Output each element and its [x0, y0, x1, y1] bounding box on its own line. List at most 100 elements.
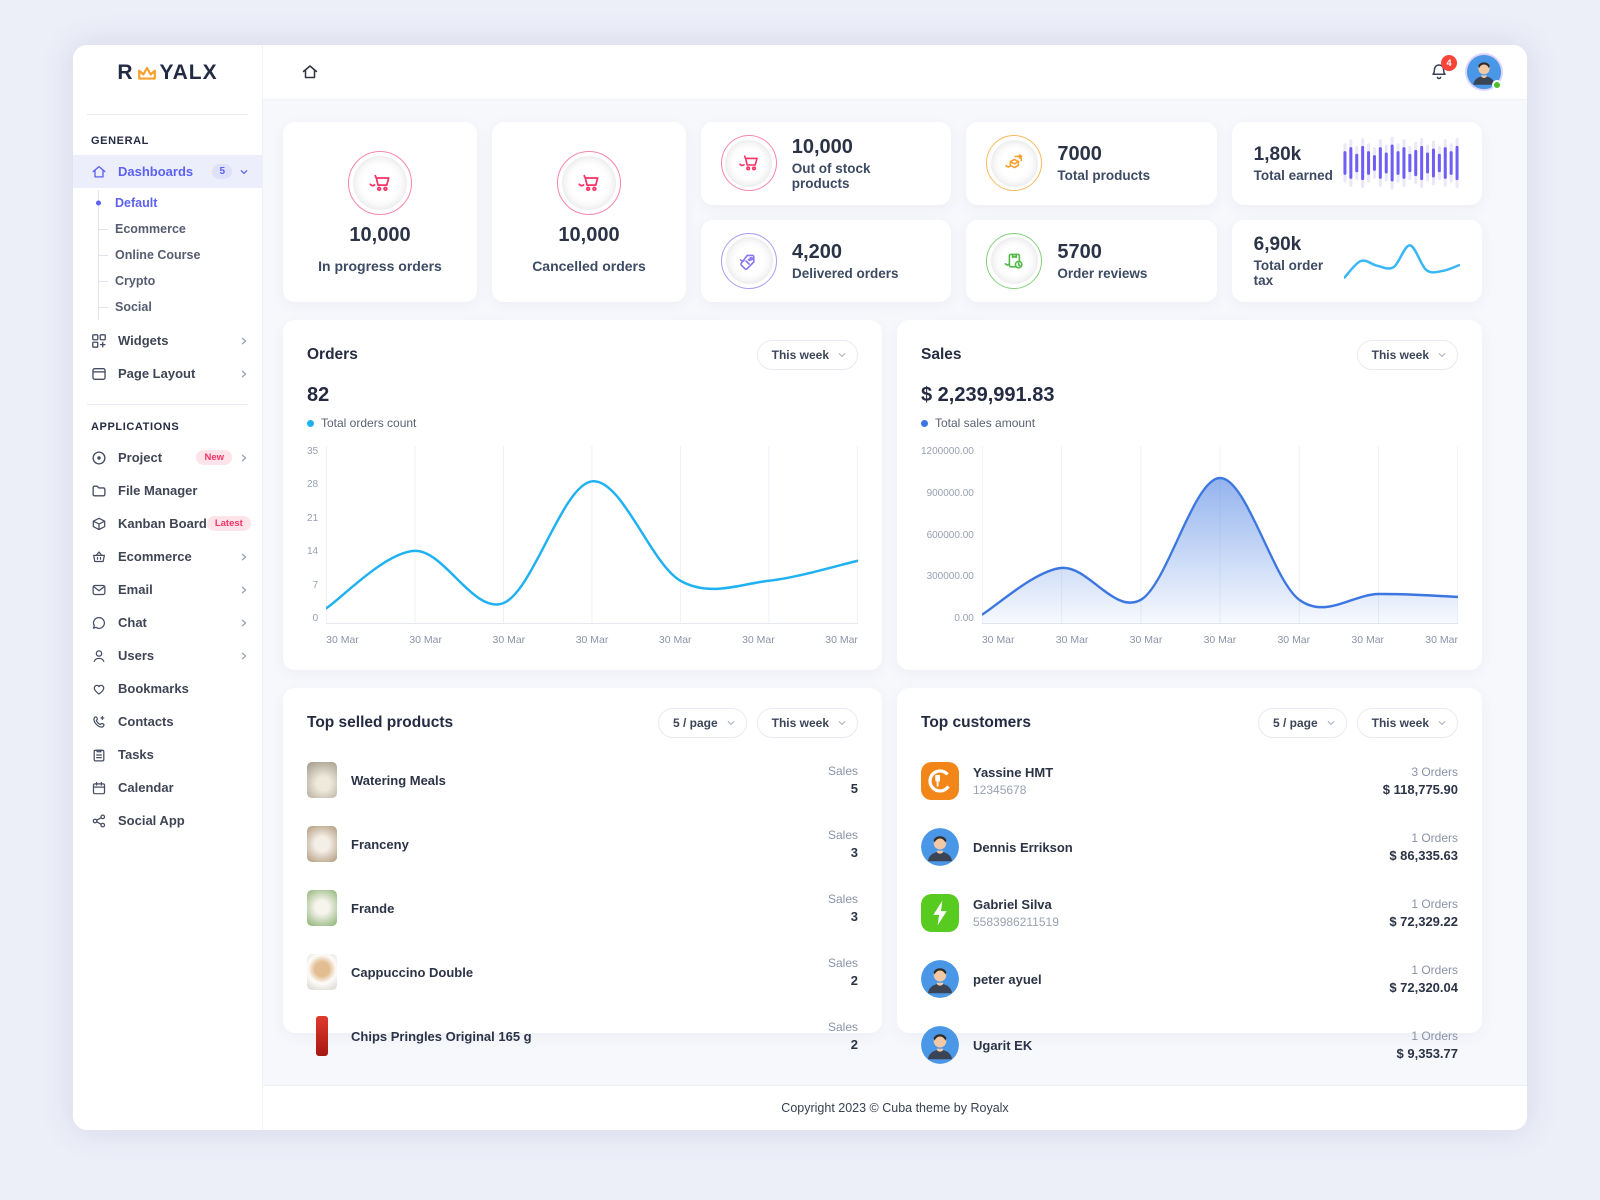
person-avatar	[921, 960, 959, 998]
sidebar-item-bookmarks[interactable]: Bookmarks	[73, 672, 262, 705]
sidebar-item-email[interactable]: Email	[73, 573, 262, 606]
sidebar-item-dashboards[interactable]: Dashboards 5	[73, 155, 262, 188]
y-axis-tick: 28	[307, 479, 319, 491]
sidebar-item-tasks[interactable]: Tasks	[73, 738, 262, 771]
sales-value: 2	[850, 973, 858, 988]
customer-avatar	[921, 828, 959, 866]
sidebar-subitem-default[interactable]: Default	[99, 190, 262, 216]
sidebar-item-label: Bookmarks	[118, 681, 189, 696]
customer-name: Gabriel Silva	[973, 897, 1052, 912]
home-icon[interactable]	[301, 63, 319, 81]
top-bar: 4	[263, 45, 1527, 100]
sidebar-subitem-ecommerce[interactable]: Ecommerce	[99, 216, 262, 242]
sidebar-divider	[87, 404, 248, 405]
product-row[interactable]: Cappuccino Double Sales 2	[307, 940, 858, 1004]
customer-row[interactable]: Ugarit EK 1 Orders $ 9,353.77	[921, 1012, 1458, 1078]
per-page-value: 5 / page	[1272, 716, 1318, 730]
products-per-page-select[interactable]: 5 / page	[657, 708, 747, 738]
customer-avatar	[921, 960, 959, 998]
widgets-icon	[91, 333, 107, 349]
sidebar-item-file-manager[interactable]: File Manager	[73, 474, 262, 507]
stat-card-in-progress[interactable]: 10,000 In progress orders	[283, 122, 477, 302]
stat-card-cancelled[interactable]: 10,000 Cancelled orders	[492, 122, 686, 302]
top-products-panel: Top selled products 5 / page This week	[283, 688, 882, 1056]
sales-title: Sales	[921, 346, 962, 363]
chevron-down-icon	[838, 719, 846, 727]
sidebar-item-ecommerce[interactable]: Ecommerce	[73, 540, 262, 573]
user-avatar[interactable]	[1467, 55, 1502, 90]
sidebar-item-label: Project	[118, 450, 163, 465]
lightning-logo-icon	[921, 894, 959, 932]
project-icon	[91, 450, 107, 466]
customer-row[interactable]: Gabriel Silva 5583986211519 1 Orders $ 7…	[921, 880, 1458, 946]
stat-card-out-of-stock[interactable]: 10,000 Out of stock products	[701, 122, 952, 205]
product-thumbnail	[307, 890, 337, 926]
sales-label: Sales	[827, 828, 858, 842]
products-period-select[interactable]: This week	[756, 708, 858, 738]
customer-row[interactable]: Yassine HMT 12345678 3 Orders $ 118,775.…	[921, 748, 1458, 814]
cart-icon	[576, 170, 602, 196]
sidebar-subitem-social[interactable]: Social	[99, 294, 262, 320]
stat-card-order-reviews[interactable]: 5700 Order reviews	[966, 219, 1217, 302]
sidebar-item-contacts[interactable]: Contacts	[73, 705, 262, 738]
customer-row[interactable]: Dennis Errikson 1 Orders $ 86,335.63	[921, 814, 1458, 880]
stat-card-delivered[interactable]: 4,200 Delivered orders	[701, 219, 952, 302]
orders-period-select[interactable]: This week	[756, 340, 858, 370]
stat-value: 7000	[1057, 143, 1102, 166]
sidebar-item-label: Email	[118, 582, 153, 597]
product-name: Chips Pringles Original 165 g	[351, 1028, 532, 1044]
app-window: R YALX GENERAL Dashboards 5 Default Ecom…	[73, 45, 1527, 1130]
sidebar-subitem-online-course[interactable]: Online Course	[99, 242, 262, 268]
legend-label: Total sales amount	[935, 416, 1036, 430]
sidebar-item-label: Chat	[118, 615, 147, 630]
sidebar-item-label: Dashboards	[118, 164, 194, 179]
sidebar-item-label: Kanban Board	[118, 516, 207, 531]
phone-icon	[91, 714, 107, 730]
sales-legend: Total sales amount	[921, 416, 1458, 430]
restaurant-logo-icon	[921, 762, 959, 800]
sidebar-item-calendar[interactable]: Calendar	[73, 771, 262, 804]
latest-badge: Latest	[206, 516, 251, 531]
order-amount: $ 118,775.90	[1382, 782, 1458, 797]
sales-label: Sales	[827, 892, 858, 906]
period-value: This week	[771, 716, 829, 730]
notifications-button[interactable]: 4	[1429, 55, 1457, 82]
sales-period-select[interactable]: This week	[1356, 340, 1458, 370]
x-axis-tick: 30 Mar	[825, 634, 858, 646]
stat-column: 10,000 Out of stock products 4,200 Deliv…	[701, 122, 952, 302]
sidebar-subitem-crypto[interactable]: Crypto	[99, 268, 262, 294]
footer: Copyright 2023 © Cuba theme by Royalx	[263, 1085, 1527, 1130]
y-axis-tick: 0	[312, 612, 319, 624]
product-thumbnail	[307, 954, 337, 990]
sidebar-item-chat[interactable]: Chat	[73, 606, 262, 639]
sidebar-item-project[interactable]: Project New	[73, 441, 262, 474]
sidebar-item-users[interactable]: Users	[73, 639, 262, 672]
product-row[interactable]: Frande Sales 3	[307, 876, 858, 940]
sidebar-item-social-app[interactable]: Social App	[73, 804, 262, 837]
product-row[interactable]: Chips Pringles Original 165 g Sales 2	[307, 1004, 858, 1068]
sidebar-item-kanban-board[interactable]: Kanban Board Latest	[73, 507, 262, 540]
product-row[interactable]: Watering Meals Sales 5	[307, 748, 858, 812]
stat-label: Total earned	[1253, 167, 1333, 183]
sidebar-item-page-layout[interactable]: Page Layout	[73, 357, 262, 390]
stat-label: In progress orders	[318, 257, 442, 274]
order-amount: $ 72,320.04	[1389, 980, 1458, 995]
share-icon	[91, 813, 107, 829]
customer-row[interactable]: peter ayuel 1 Orders $ 72,320.04	[921, 946, 1458, 1012]
customers-period-select[interactable]: This week	[1356, 708, 1458, 738]
stat-value: 10,000	[349, 223, 411, 246]
customers-per-page-select[interactable]: 5 / page	[1257, 708, 1347, 738]
stat-card-total-earned[interactable]: 1,80k Total earned	[1231, 122, 1482, 205]
x-axis-tick: 30 Mar	[1203, 634, 1237, 646]
sidebar-item-widgets[interactable]: Widgets	[73, 324, 262, 357]
stat-card-total-products[interactable]: 7000 Total products	[966, 122, 1217, 205]
stat-card-total-order-tax[interactable]: 6,90k Total order tax	[1231, 219, 1482, 302]
y-axis-tick: 1200000.00	[921, 446, 974, 457]
product-row[interactable]: Franceny Sales 3	[307, 812, 858, 876]
y-axis-tick: 21	[307, 512, 319, 524]
sidebar-item-label: Social App	[118, 813, 185, 828]
brand-logo[interactable]: R YALX	[73, 45, 262, 100]
sidebar-item-label: Calendar	[118, 780, 174, 795]
sales-value: 3	[850, 845, 858, 860]
y-axis-tick: 900000.00	[926, 487, 974, 499]
